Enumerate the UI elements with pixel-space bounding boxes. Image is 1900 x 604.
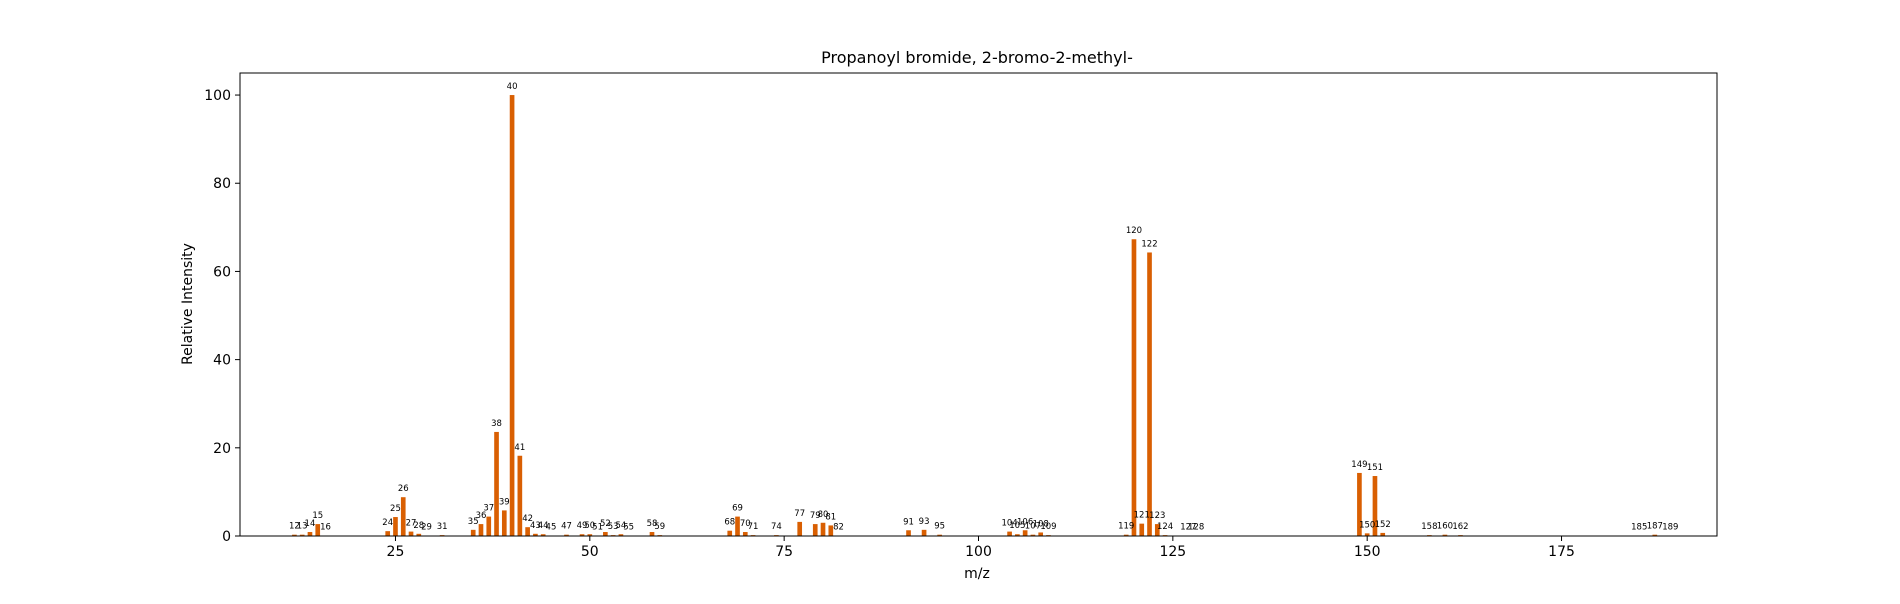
y-tick-label-40: 40 [213, 353, 231, 369]
bar-label-mz-47: 47 [561, 522, 572, 532]
x-tick-label-50: 50 [581, 544, 599, 560]
bar-mz-77 [797, 522, 802, 536]
bar-mz-68 [727, 531, 732, 536]
bar-mz-24 [385, 531, 390, 536]
bar-label-mz-119: 119 [1118, 522, 1134, 532]
bar-label-mz-122: 122 [1141, 239, 1157, 249]
bar-label-mz-41: 41 [514, 443, 525, 453]
bar-mz-93 [922, 530, 927, 536]
bar-label-mz-162: 162 [1452, 522, 1468, 532]
bar-label-mz-38: 38 [491, 419, 502, 429]
y-tick-label-100: 100 [204, 88, 231, 104]
bar-mz-80 [821, 523, 826, 536]
bar-mz-40 [510, 95, 515, 536]
bar-label-mz-45: 45 [546, 523, 557, 533]
y-axis-label: Relative Intensity [180, 243, 196, 365]
bar-mz-27 [409, 532, 414, 536]
bar-label-mz-151: 151 [1367, 463, 1383, 473]
plot-frame [240, 73, 1717, 536]
x-tick-label-25: 25 [387, 544, 405, 560]
bar-label-mz-152: 152 [1375, 520, 1391, 530]
chart-title: Propanoyl bromide, 2-bromo-2-methyl- [821, 48, 1133, 67]
x-tick-label-100: 100 [965, 544, 992, 560]
bar-mz-108 [1038, 532, 1043, 536]
y-tick-label-0: 0 [222, 529, 231, 545]
y-tick-label-20: 20 [213, 441, 231, 457]
bar-mz-39 [502, 510, 507, 536]
bar-mz-52 [603, 532, 608, 536]
bar-label-mz-26: 26 [398, 484, 409, 494]
bar-label-mz-149: 149 [1351, 460, 1367, 470]
y-tick-label-60: 60 [213, 264, 231, 280]
bar-mz-121 [1139, 524, 1144, 536]
bar-label-mz-25: 25 [390, 504, 401, 514]
bar-label-mz-109: 109 [1040, 522, 1056, 532]
bar-label-mz-39: 39 [499, 497, 510, 507]
bar-label-mz-69: 69 [732, 504, 743, 514]
bar-label-mz-29: 29 [421, 523, 432, 533]
bar-label-mz-24: 24 [382, 518, 393, 528]
bar-label-mz-37: 37 [483, 504, 494, 514]
bar-mz-104 [1007, 532, 1012, 536]
bar-label-mz-150: 150 [1359, 520, 1375, 530]
bar-mz-38 [494, 432, 499, 536]
bar-mz-35 [471, 530, 476, 536]
bar-label-mz-123: 123 [1149, 511, 1165, 521]
bar-label-mz-160: 160 [1437, 522, 1453, 532]
bar-mz-120 [1132, 239, 1137, 536]
x-tick-label-125: 125 [1159, 544, 1186, 560]
bar-label-mz-77: 77 [794, 509, 805, 519]
bar-mz-58 [650, 532, 655, 536]
bar-label-mz-31: 31 [437, 522, 448, 532]
bar-label-mz-68: 68 [724, 518, 735, 528]
bar-label-mz-91: 91 [903, 517, 914, 527]
bar-label-mz-15: 15 [312, 511, 323, 521]
bar-label-mz-59: 59 [654, 522, 665, 532]
bars-layer [292, 95, 1673, 536]
bar-label-mz-95: 95 [934, 522, 945, 532]
x-tick-label-75: 75 [775, 544, 793, 560]
x-tick-label-150: 150 [1354, 544, 1381, 560]
bar-label-mz-40: 40 [507, 82, 518, 92]
bar-label-mz-74: 74 [771, 522, 782, 532]
bar-label-mz-128: 128 [1188, 523, 1204, 533]
bar-label-mz-55: 55 [623, 523, 634, 533]
bar-mz-91 [906, 530, 911, 536]
bar-label-mz-158: 158 [1421, 522, 1437, 532]
bar-mz-70 [743, 532, 748, 536]
bar-mz-26 [401, 497, 406, 536]
bar-label-mz-16: 16 [320, 523, 331, 533]
x-tick-label-175: 175 [1548, 544, 1575, 560]
bar-mz-14 [308, 532, 313, 536]
bar-label-mz-124: 124 [1157, 522, 1173, 532]
bar-label-mz-120: 120 [1126, 226, 1142, 236]
bar-mz-122 [1147, 252, 1152, 536]
bar-label-mz-82: 82 [833, 523, 844, 533]
bar-mz-79 [813, 524, 818, 536]
bar-label-mz-189: 189 [1662, 523, 1678, 533]
y-tick-label-80: 80 [213, 176, 231, 192]
x-axis-label: m/z [964, 566, 990, 582]
bar-mz-37 [486, 517, 491, 536]
bar-label-mz-93: 93 [919, 517, 930, 527]
axes-layer: 25 50 75 100 125 150 175 0 20 40 60 80 100 [204, 73, 1717, 560]
bar-label-mz-81: 81 [825, 512, 836, 522]
bar-mz-36 [479, 524, 484, 536]
bar-mz-25 [393, 517, 398, 536]
bar-label-mz-121: 121 [1134, 511, 1150, 521]
bar-label-mz-71: 71 [748, 522, 759, 532]
bar-label-mz-187: 187 [1647, 522, 1663, 532]
bar-label-mz-185: 185 [1631, 523, 1647, 533]
